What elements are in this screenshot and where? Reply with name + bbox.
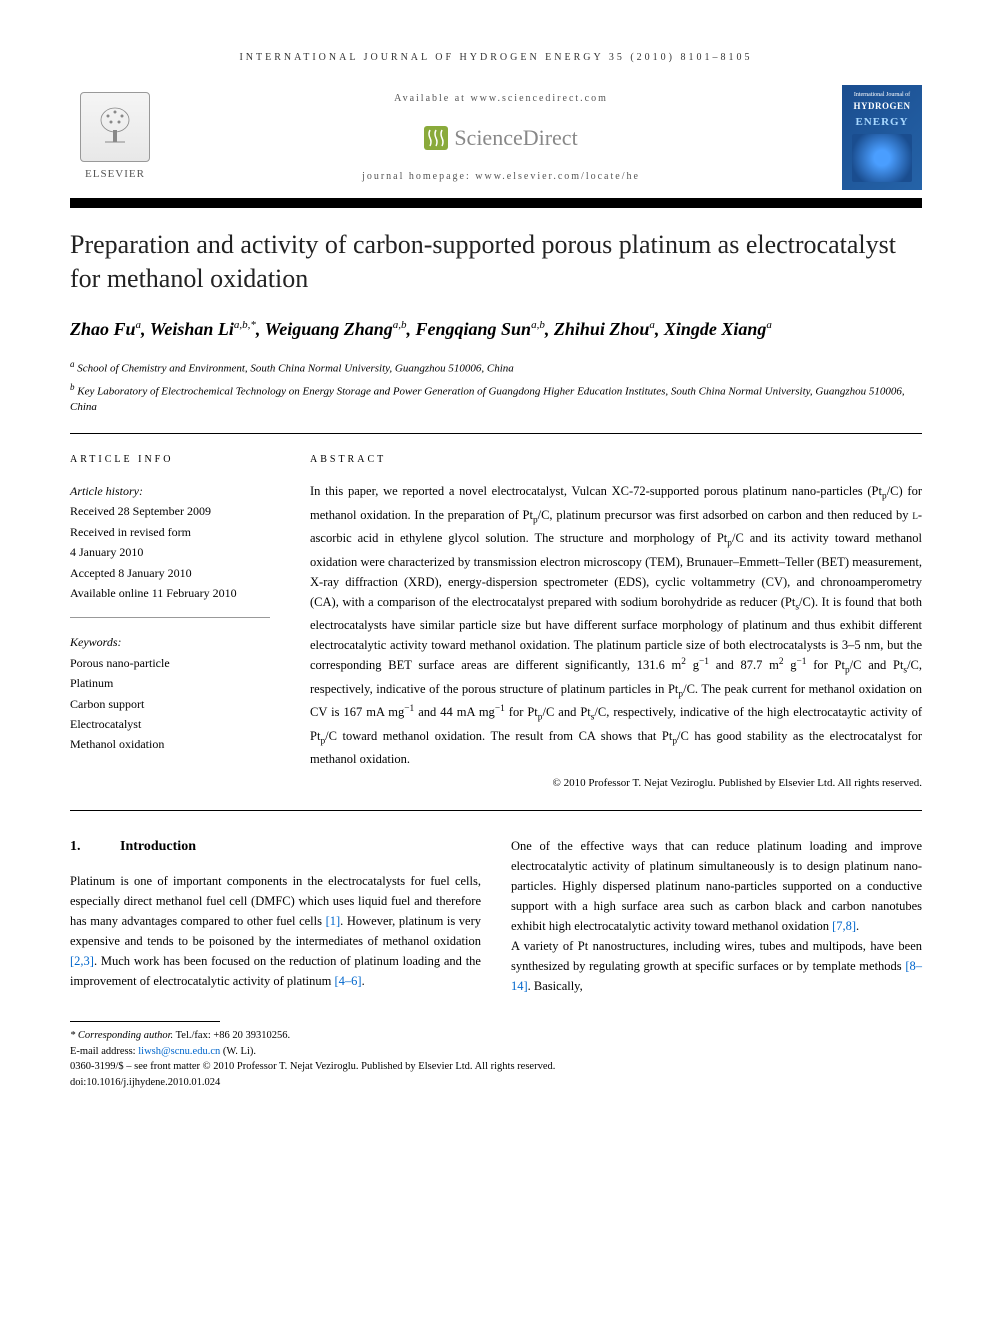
body-paragraph: Platinum is one of important components … (70, 871, 481, 991)
elsevier-text: ELSEVIER (85, 166, 145, 183)
email-line: E-mail address: liwsh@scnu.edu.cn (W. Li… (70, 1044, 922, 1060)
affiliation-a: a School of Chemistry and Environment, S… (70, 358, 922, 377)
body-paragraph: A variety of Pt nanostructures, includin… (511, 936, 922, 996)
sciencedirect-text: ScienceDirect (454, 121, 577, 154)
divider (70, 810, 922, 811)
sciencedirect-logo[interactable]: ScienceDirect (424, 121, 577, 154)
elsevier-tree-icon (80, 92, 150, 162)
info-heading: ARTICLE INFO (70, 452, 270, 467)
body-col-left: 1.Introduction Platinum is one of import… (70, 836, 481, 996)
elsevier-logo: ELSEVIER (70, 88, 160, 188)
section-title: Introduction (120, 839, 196, 854)
homepage-text: journal homepage: www.elsevier.com/locat… (160, 169, 842, 184)
section-num: 1. (70, 836, 120, 857)
keyword: Electrocatalyst (70, 714, 270, 734)
abstract-column: ABSTRACT In this paper, we reported a no… (310, 452, 922, 792)
footnote-block: * Corresponding author. Tel./fax: +86 20… (70, 1028, 922, 1091)
body-col-right: One of the effective ways that can reduc… (511, 836, 922, 996)
info-abstract-row: ARTICLE INFO Article history: Received 2… (70, 452, 922, 792)
issn-line: 0360-3199/$ – see front matter © 2010 Pr… (70, 1059, 922, 1075)
history-label: Article history: (70, 481, 270, 501)
history-item: 4 January 2010 (70, 542, 270, 562)
email-link[interactable]: liwsh@scnu.edu.cn (138, 1046, 220, 1057)
sciencedirect-icon (424, 126, 448, 150)
keyword: Methanol oxidation (70, 734, 270, 754)
history-block: Article history: Received 28 September 2… (70, 481, 270, 603)
affiliation-b: b Key Laboratory of Electrochemical Tech… (70, 381, 922, 415)
journal-header: INTERNATIONAL JOURNAL OF HYDROGEN ENERGY… (70, 50, 922, 65)
divider (70, 433, 922, 434)
authors: Zhao Fua, Weishan Lia,b,*, Weiguang Zhan… (70, 316, 922, 343)
doi-line: doi:10.1016/j.ijhydene.2010.01.024 (70, 1075, 922, 1091)
affiliations-block: a School of Chemistry and Environment, S… (70, 358, 922, 415)
info-divider (70, 617, 270, 618)
abstract-heading: ABSTRACT (310, 452, 922, 467)
article-title: Preparation and activity of carbon-suppo… (70, 228, 922, 296)
section-heading: 1.Introduction (70, 836, 481, 857)
body-paragraph: One of the effective ways that can reduc… (511, 836, 922, 936)
available-text: Available at www.sciencedirect.com (160, 91, 842, 106)
abstract-text: In this paper, we reported a novel elect… (310, 481, 922, 769)
history-item: Received in revised form (70, 522, 270, 542)
keyword: Carbon support (70, 694, 270, 714)
black-bar (70, 198, 922, 208)
cover-line2: HYDROGEN (853, 100, 910, 114)
top-banner: ELSEVIER Available at www.sciencedirect.… (70, 85, 922, 190)
journal-cover: International Journal of HYDROGEN ENERGY (842, 85, 922, 190)
corresponding-author: * Corresponding author. Tel./fax: +86 20… (70, 1028, 922, 1044)
footer-separator (70, 1021, 220, 1022)
cover-line3: ENERGY (855, 114, 908, 131)
center-banner: Available at www.sciencedirect.com Scien… (160, 91, 842, 184)
keyword: Platinum (70, 673, 270, 693)
keyword: Porous nano-particle (70, 653, 270, 673)
copyright: © 2010 Professor T. Nejat Veziroglu. Pub… (310, 775, 922, 792)
history-item: Available online 11 February 2010 (70, 583, 270, 603)
history-item: Accepted 8 January 2010 (70, 563, 270, 583)
article-info: ARTICLE INFO Article history: Received 2… (70, 452, 270, 792)
keywords-label: Keywords: (70, 632, 270, 652)
keywords-block: Keywords: Porous nano-particle Platinum … (70, 632, 270, 754)
cover-line1: International Journal of (854, 91, 910, 100)
cover-image (852, 134, 912, 182)
history-item: Received 28 September 2009 (70, 501, 270, 521)
body-columns: 1.Introduction Platinum is one of import… (70, 836, 922, 996)
